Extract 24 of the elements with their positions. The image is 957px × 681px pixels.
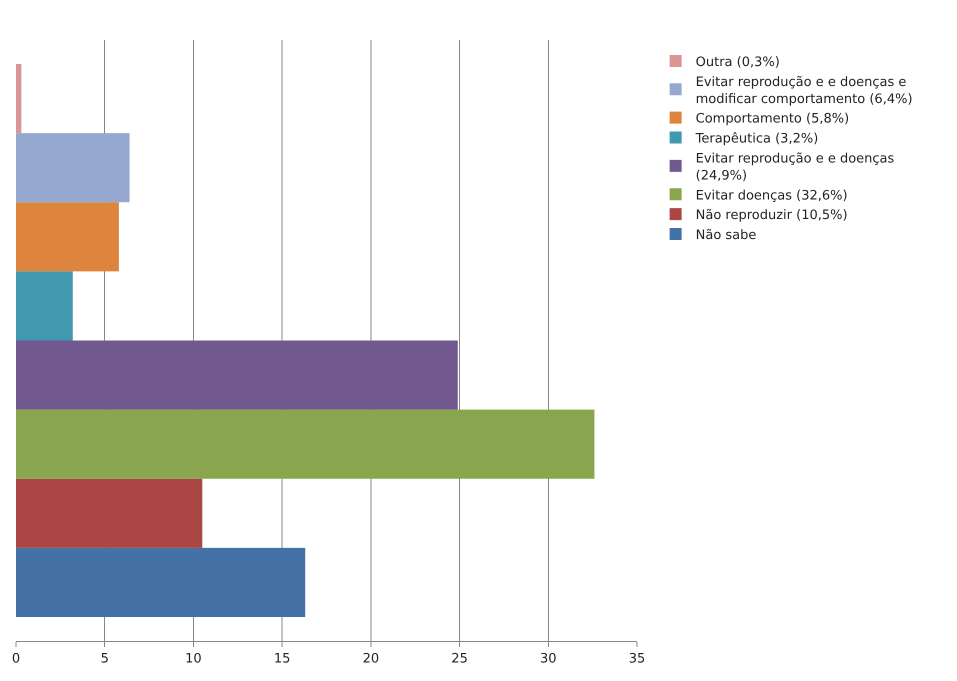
bar [16,202,119,272]
legend-label: Outra (0,3%) [696,55,780,70]
bar [16,271,73,340]
bar [16,64,22,134]
legend-label: Não sabe [696,228,756,244]
legend-label: Evitar doenças (32,6%) [696,188,848,204]
x-tick-label: 30 [540,652,557,667]
bar [16,478,202,548]
x-tick-label: 10 [185,652,202,667]
x-tick-label: 35 [628,652,646,667]
bar [16,548,306,617]
legend-label: Evitar reprodução e e doenças (24,9%) [696,152,895,184]
x-tick-label: 20 [362,652,380,667]
x-tick-label: 0 [12,652,20,667]
x-tick-label: 15 [274,652,290,667]
bar [16,133,130,202]
legend-label: Evitar reprodução e e doenças e modificar comportamento (6,4%) [696,74,913,107]
legend-label: Comportamento (5,8%) [696,112,850,127]
legend-label: Terapêutica (3,2%) [694,132,818,147]
x-tick-label: 5 [100,652,109,667]
bar [16,340,458,410]
bar [16,410,594,479]
x-tick-label: 25 [451,652,468,667]
legend-label: Não reproduzir (10,5%) [696,208,848,224]
